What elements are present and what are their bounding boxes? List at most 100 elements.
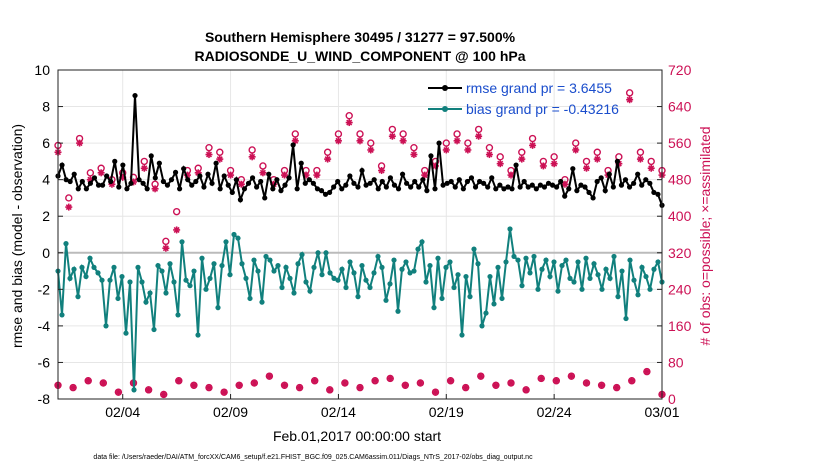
rmse-point — [79, 178, 85, 185]
rmse-point — [606, 171, 612, 177]
bias-point — [423, 279, 429, 285]
obs-assimilated-marker — [550, 160, 558, 168]
bias-point — [411, 268, 417, 274]
bias-point — [383, 297, 389, 303]
bias-point — [327, 270, 333, 276]
rmse-point — [306, 177, 312, 183]
rmse-point — [517, 184, 523, 190]
bias-point — [431, 305, 437, 311]
rmse-point — [582, 184, 588, 190]
y-left-tick-label: 10 — [34, 62, 50, 78]
obs-assimilated-marker — [507, 171, 515, 179]
y-left-tick-label: 0 — [42, 245, 50, 261]
y-left-tick-label: -8 — [38, 391, 51, 407]
obs-low-assimilated-marker — [99, 379, 107, 387]
obs-low-assimilated-marker — [69, 384, 77, 392]
rmse-point — [189, 182, 195, 188]
bias-point — [143, 299, 149, 305]
rmse-point — [424, 188, 430, 194]
obs-low-assimilated-marker — [552, 377, 560, 385]
rmse-point — [363, 182, 369, 188]
y-left-tick-label: 6 — [42, 135, 50, 151]
obs-possible-marker — [65, 194, 73, 202]
obs-assimilated-marker — [281, 171, 288, 179]
bias-point — [519, 283, 525, 289]
bias-point — [275, 262, 281, 269]
rmse-point — [481, 180, 487, 186]
rmse-point — [197, 173, 203, 179]
obs-assimilated-marker — [173, 226, 181, 234]
obs-low-assimilated-marker — [371, 377, 379, 385]
rmse-point — [448, 178, 454, 185]
rmse-point — [233, 177, 239, 183]
y-left-tick-label: -2 — [38, 281, 51, 297]
obs-low-assimilated-marker — [114, 388, 122, 396]
bias-point — [603, 266, 609, 272]
rmse-point — [310, 180, 316, 186]
bias-point — [639, 264, 645, 270]
rmse-point — [594, 178, 600, 185]
obs-assimilated-marker — [248, 153, 256, 161]
rmse-point — [181, 166, 187, 172]
y-left-tick-label: -4 — [38, 318, 51, 334]
bias-point — [587, 275, 593, 281]
obs-low-assimilated-marker — [250, 379, 258, 387]
rmse-point — [412, 178, 418, 185]
obs-low-assimilated-marker — [326, 386, 334, 394]
obs-possible-marker — [86, 169, 95, 177]
obs-low-assimilated-marker — [235, 381, 243, 389]
bias-point — [307, 288, 313, 294]
bias-point — [187, 283, 193, 289]
bias-point — [503, 259, 509, 265]
obs-assimilated-marker — [593, 155, 601, 163]
rmse-point — [383, 184, 389, 190]
bias-point — [623, 315, 629, 322]
rmse-point — [408, 184, 414, 190]
obs-assimilated-marker — [151, 185, 159, 193]
obs-low-assimilated-marker — [598, 381, 606, 389]
obs-assimilated-marker — [410, 151, 418, 159]
bias-point — [487, 273, 493, 280]
rmse-point — [485, 184, 491, 190]
bias-point — [179, 239, 185, 245]
rmse-point — [566, 186, 572, 192]
obs-assimilated-marker — [421, 171, 429, 179]
obs-assimilated-marker — [216, 155, 224, 163]
obs-assimilated-marker — [475, 132, 483, 140]
obs-assimilated-marker — [388, 132, 396, 140]
rmse-point — [164, 182, 171, 188]
bias-point — [531, 253, 537, 260]
obs-assimilated-marker — [583, 164, 590, 172]
rmse-point — [399, 171, 406, 177]
bias-point — [191, 268, 197, 274]
obs-low-assimilated-marker — [175, 377, 183, 385]
bias-point — [295, 261, 301, 267]
bias-point — [375, 253, 381, 260]
obs-possible-marker — [582, 157, 591, 166]
bias-point — [563, 257, 569, 263]
obs-possible-marker — [528, 134, 537, 143]
bias-point — [219, 262, 225, 269]
rmse-point — [298, 160, 304, 166]
rmse-point — [120, 162, 126, 168]
obs-assimilated-marker — [259, 169, 267, 177]
bias-point — [87, 255, 93, 261]
bias-point — [319, 272, 325, 278]
bias-point — [439, 295, 445, 302]
rmse-point — [302, 180, 308, 186]
bias-point — [583, 255, 589, 261]
bias-point — [351, 270, 357, 276]
rmse-point — [541, 184, 548, 190]
obs-possible-marker — [453, 130, 461, 138]
bias-point — [539, 266, 545, 272]
obs-low-assimilated-marker — [145, 386, 153, 394]
bias-point — [71, 266, 77, 272]
rmse-point — [156, 160, 162, 166]
y-left-tick-label: 2 — [42, 208, 50, 224]
rmse-point — [626, 184, 633, 190]
bias-point — [131, 387, 137, 393]
bias-point — [195, 332, 201, 338]
obs-possible-marker — [410, 143, 418, 152]
y-right-tick-label: 320 — [668, 245, 692, 261]
obs-assimilated-marker — [453, 137, 461, 145]
